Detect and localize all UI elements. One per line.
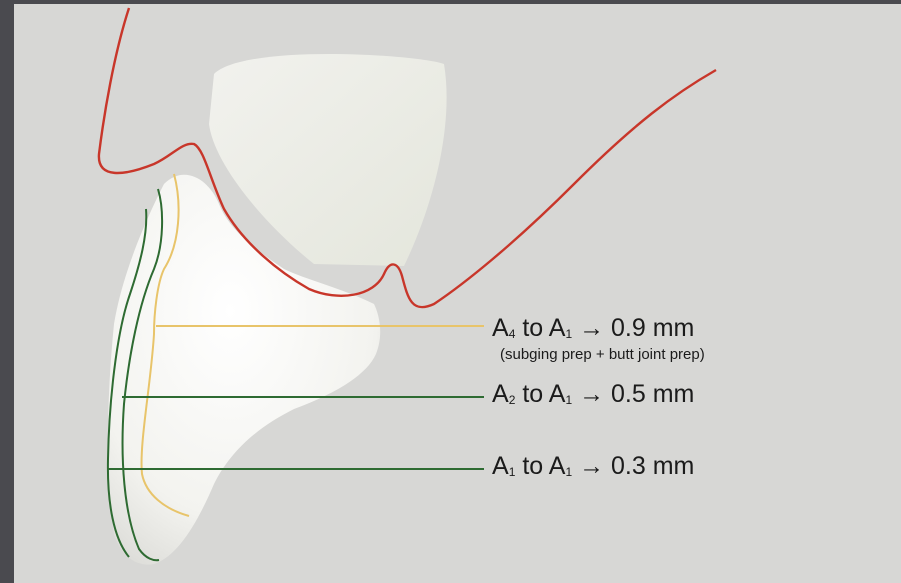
- a4-note: (subging prep + butt joint prep): [500, 346, 705, 363]
- arrow-right-icon: →: [579, 452, 605, 480]
- a4-outline: [140, 173, 190, 517]
- a1-label: A1 to A1 → 0.3 mm: [492, 452, 695, 480]
- arrow-right-icon: →: [579, 314, 605, 342]
- a1-outline: [106, 208, 148, 558]
- gingiva-line: [97, 7, 717, 309]
- tooth-diagram: [97, 7, 717, 565]
- tooth-crown: [108, 174, 381, 565]
- tooth-root: [209, 54, 447, 266]
- a2-label: A2 to A1 → 0.5 mm: [492, 380, 695, 408]
- a2-outline: [121, 188, 164, 562]
- arrow-right-icon: →: [579, 380, 605, 408]
- a4-label: A4 to A1 → 0.9 mm: [492, 314, 695, 342]
- diagram-frame: A4 to A1 → 0.9 mm (subging prep + butt j…: [14, 4, 901, 583]
